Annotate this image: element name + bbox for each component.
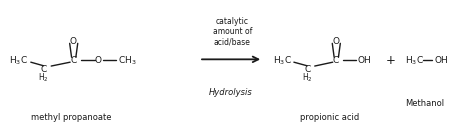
Text: H$_3$C: H$_3$C: [405, 54, 424, 67]
Text: H$_3$C: H$_3$C: [9, 54, 28, 67]
Text: C: C: [304, 65, 310, 74]
Text: CH$_3$: CH$_3$: [118, 54, 137, 67]
Text: Methanol: Methanol: [405, 99, 444, 108]
Text: methyl propanoate: methyl propanoate: [31, 113, 111, 122]
Text: H$_2$: H$_2$: [38, 71, 49, 84]
Text: propionic acid: propionic acid: [300, 113, 359, 122]
Text: O: O: [333, 37, 339, 46]
Text: O: O: [95, 56, 101, 65]
Text: C: C: [40, 65, 47, 74]
Text: Hydrolysis: Hydrolysis: [209, 88, 253, 97]
Text: OH: OH: [358, 56, 372, 65]
Text: +: +: [386, 54, 396, 67]
Text: H$_2$: H$_2$: [302, 71, 312, 84]
Text: H$_3$C: H$_3$C: [273, 54, 292, 67]
Text: C: C: [70, 56, 77, 65]
Text: catalytic
amount of
acid/base: catalytic amount of acid/base: [212, 17, 252, 47]
Text: OH: OH: [434, 56, 448, 65]
Text: C: C: [333, 56, 339, 65]
Text: O: O: [70, 37, 77, 46]
